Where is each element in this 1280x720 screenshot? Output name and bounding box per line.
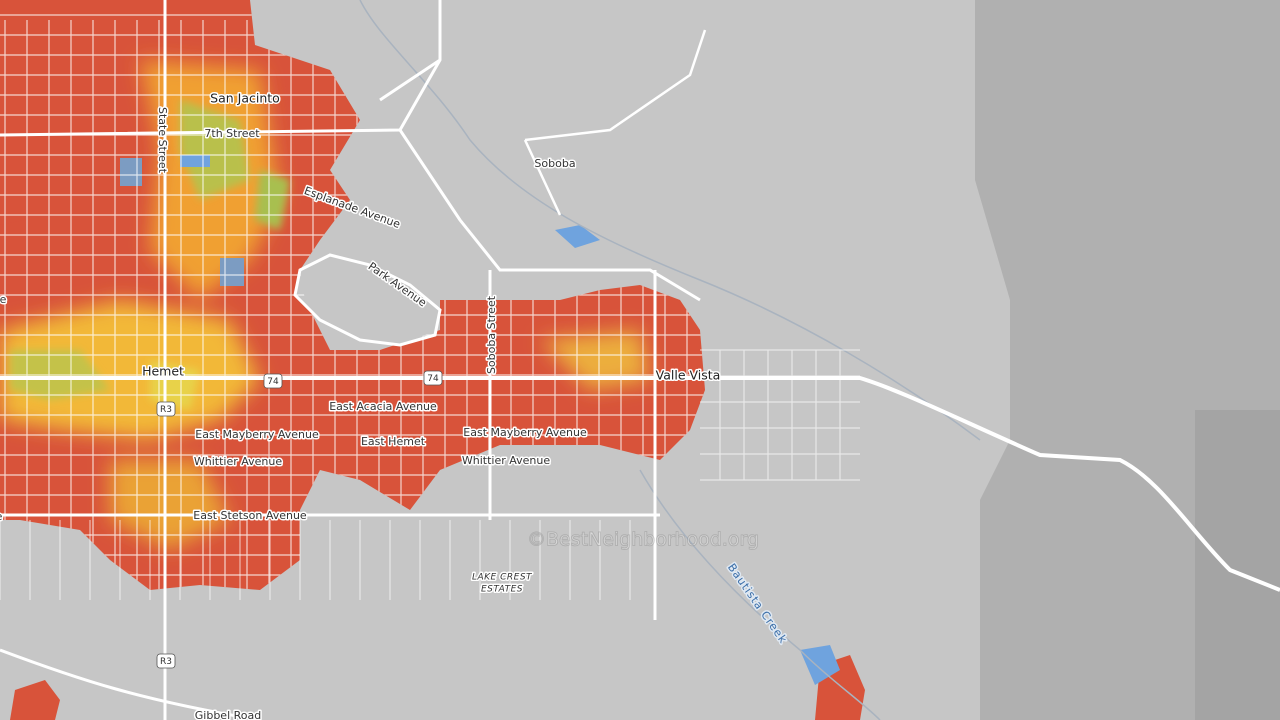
mountain-area xyxy=(1195,410,1280,720)
heat-orange xyxy=(110,460,230,550)
main-road xyxy=(0,648,261,720)
place-label: Gibbel Road xyxy=(195,709,261,720)
place-label: East Acacia Avenue xyxy=(329,400,437,413)
place-label: State Street xyxy=(156,107,169,174)
place-label: East Stetson Avenue xyxy=(193,509,307,522)
place-label: East Mayberry Avenue xyxy=(463,426,587,439)
route-number: 74 xyxy=(267,377,279,387)
water xyxy=(220,258,244,286)
main-road xyxy=(0,0,442,137)
place-label: Valle Vista xyxy=(656,368,721,383)
route-shield xyxy=(263,373,283,389)
place-label: Avenue xyxy=(0,293,7,306)
place-label: LAKE CREST xyxy=(472,573,533,583)
route-number: 74 xyxy=(427,374,439,384)
place-label: 7th Street xyxy=(204,127,260,140)
creek xyxy=(639,469,881,720)
highway xyxy=(0,376,1280,592)
route-shield xyxy=(156,653,176,669)
route-shield xyxy=(156,401,176,417)
heat-red xyxy=(10,680,60,720)
place-label: East Hemet xyxy=(361,435,426,448)
route-number: R3 xyxy=(160,405,172,415)
place-label: Avenue xyxy=(0,510,3,523)
main-road xyxy=(379,58,701,302)
heat-red xyxy=(0,155,25,225)
place-label: Whittier Avenue xyxy=(462,454,550,467)
route-number: R3 xyxy=(160,657,172,667)
place-label: San Jacinto xyxy=(210,91,280,106)
place-label: Soboba xyxy=(534,157,575,170)
main-road xyxy=(0,270,660,620)
water xyxy=(555,225,600,248)
water xyxy=(180,155,210,167)
creek xyxy=(359,0,981,441)
water xyxy=(120,158,142,186)
route-shield xyxy=(423,370,443,386)
road xyxy=(523,29,707,216)
water-layer xyxy=(120,0,981,720)
watermark: ©BestNeighborhood.org xyxy=(527,529,759,551)
heat-yellow xyxy=(150,360,200,410)
place-label: Soboba Street xyxy=(485,295,498,374)
place-label: Whittier Avenue xyxy=(194,455,282,468)
water xyxy=(800,645,840,685)
place-label: East Mayberry Avenue xyxy=(195,428,319,441)
place-label: ESTATES xyxy=(481,585,523,595)
place-label: Hemet xyxy=(142,364,184,379)
